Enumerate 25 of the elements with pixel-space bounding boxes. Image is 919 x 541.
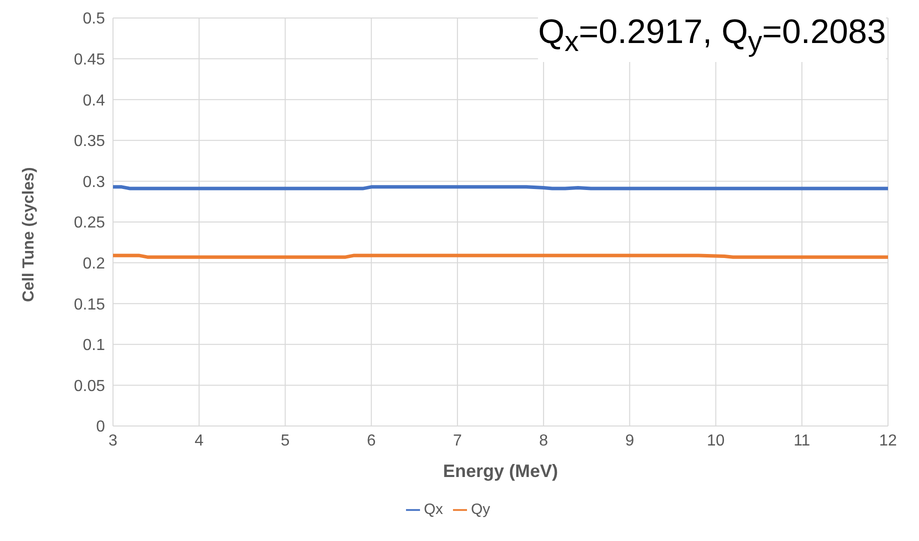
legend-label: Qx [424, 501, 443, 518]
y-tick-label: 0.1 [82, 337, 106, 354]
x-tick-label: 9 [625, 432, 634, 450]
y-tick-label: 0 [96, 418, 106, 436]
x-tick-label: 10 [706, 432, 725, 450]
y-tick-label: 0.35 [74, 133, 106, 150]
y-tick-label: 0.3 [82, 174, 106, 191]
x-tick-label: 12 [879, 432, 897, 450]
x-tick-label: 7 [452, 432, 462, 450]
y-axis-title: Cell Tune (cycles) [20, 167, 38, 302]
x-tick-label: 3 [108, 432, 118, 450]
x-axis-title: Energy (MeV) [442, 460, 558, 481]
y-tick-label: 0.4 [82, 92, 106, 110]
y-tick-label: 0.2 [82, 255, 106, 272]
y-tick-label: 0.15 [74, 296, 106, 314]
x-tick-label: 11 [794, 432, 810, 450]
y-tick-label: 0.25 [74, 214, 106, 232]
x-tick-label: 4 [194, 432, 204, 450]
y-tick-label: 0.5 [82, 10, 106, 28]
x-tick-label: 6 [366, 432, 376, 450]
legend-label: Qy [471, 501, 490, 518]
x-tick-label: 5 [280, 432, 290, 450]
y-tick-label: 0.05 [74, 378, 106, 395]
y-tick-label: 0.45 [74, 51, 106, 68]
x-tick-label: 8 [539, 432, 548, 450]
